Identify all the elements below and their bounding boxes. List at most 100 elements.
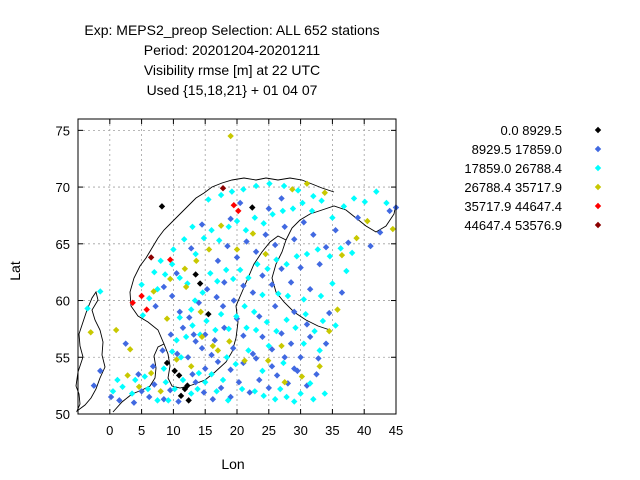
station-marker (214, 358, 222, 366)
station-marker (297, 264, 304, 271)
station-marker (256, 376, 263, 384)
station-marker (297, 390, 304, 397)
station-marker (138, 292, 145, 300)
legend-marker (594, 145, 602, 153)
station-marker (232, 360, 239, 368)
station-marker (217, 384, 225, 392)
station-marker (260, 392, 267, 400)
station-marker (283, 261, 290, 268)
station-marker (177, 354, 185, 361)
station-marker (217, 191, 225, 199)
station-marker (268, 363, 276, 370)
station-marker (264, 357, 272, 364)
station-marker (198, 221, 206, 228)
station-marker (124, 372, 131, 379)
station-marker (146, 393, 153, 401)
station-marker (287, 340, 295, 347)
station-marker (313, 371, 320, 378)
station-marker (265, 205, 272, 212)
station-marker (300, 340, 307, 347)
station-marker (343, 267, 350, 275)
station-marker (273, 372, 281, 379)
station-marker (308, 207, 316, 215)
station-marker (227, 366, 234, 373)
station-marker (302, 310, 309, 318)
station-marker (162, 379, 169, 386)
station-marker (259, 367, 266, 375)
station-marker (271, 396, 279, 403)
station-marker (219, 376, 227, 384)
station-marker (116, 397, 123, 404)
station-marker (294, 187, 302, 194)
station-marker (228, 188, 236, 195)
station-marker (250, 308, 258, 316)
station-marker (240, 282, 247, 289)
station-marker (150, 288, 157, 295)
x-tick-label: 20 (230, 423, 244, 438)
station-marker (167, 331, 175, 338)
station-marker (291, 398, 298, 405)
legend-marker (594, 183, 602, 191)
station-marker (299, 199, 306, 207)
station-marker (173, 270, 180, 277)
station-marker (229, 275, 237, 283)
station-marker (334, 306, 341, 313)
station-marker (233, 254, 241, 261)
station-marker (157, 388, 164, 395)
station-marker (211, 337, 218, 344)
station-marker (188, 306, 195, 313)
station-marker (213, 293, 220, 301)
station-marker (186, 314, 193, 321)
station-marker (165, 397, 172, 404)
station-marker (353, 234, 360, 242)
station-marker (151, 381, 158, 388)
station-marker (171, 385, 178, 393)
station-marker (249, 230, 257, 237)
legend-marker (594, 202, 602, 210)
y-tick-label: 60 (56, 294, 70, 309)
station-marker (326, 253, 334, 260)
station-marker (364, 217, 371, 225)
x-tick-label: 45 (389, 423, 403, 438)
station-marker (202, 379, 209, 386)
station-marker (163, 315, 171, 322)
station-marker (141, 373, 148, 380)
legend-marker (594, 221, 602, 229)
station-marker (126, 346, 134, 353)
station-marker (251, 388, 259, 395)
station-marker (132, 376, 139, 384)
station-marker (189, 371, 196, 378)
station-marker (303, 250, 311, 258)
station-marker (138, 388, 145, 395)
station-marker (268, 281, 276, 288)
station-marker (157, 257, 164, 265)
coastline-scandinavia (129, 177, 335, 345)
station-marker (321, 390, 328, 397)
x-tick-label: 0 (106, 423, 113, 438)
station-marker (160, 283, 168, 291)
station-marker (227, 215, 234, 223)
axis-ticks: 0 5 10 15 20 25 30 35 40 45 50 55 60 65 70 75 (56, 119, 403, 438)
station-marker (114, 376, 121, 384)
station-marker (188, 245, 195, 252)
station-marker (278, 265, 285, 272)
station-marker (386, 207, 393, 215)
station-marker (217, 310, 225, 318)
station-marker (203, 285, 211, 293)
station-marker (174, 350, 181, 358)
station-marker (147, 254, 155, 261)
station-marker (202, 365, 209, 372)
station-marker (310, 231, 317, 238)
station-marker (163, 359, 171, 367)
station-marker (236, 199, 244, 207)
legend-marker (594, 126, 602, 134)
station-marker (149, 363, 157, 370)
station-marker (154, 397, 161, 404)
station-marker (184, 354, 192, 361)
station-marker (314, 246, 321, 253)
x-tick-label: 30 (293, 423, 307, 438)
station-marker (97, 367, 104, 375)
station-marker (262, 231, 269, 238)
legend-label: 26788.4 35717.9 (464, 180, 562, 195)
station-marker (160, 396, 168, 403)
